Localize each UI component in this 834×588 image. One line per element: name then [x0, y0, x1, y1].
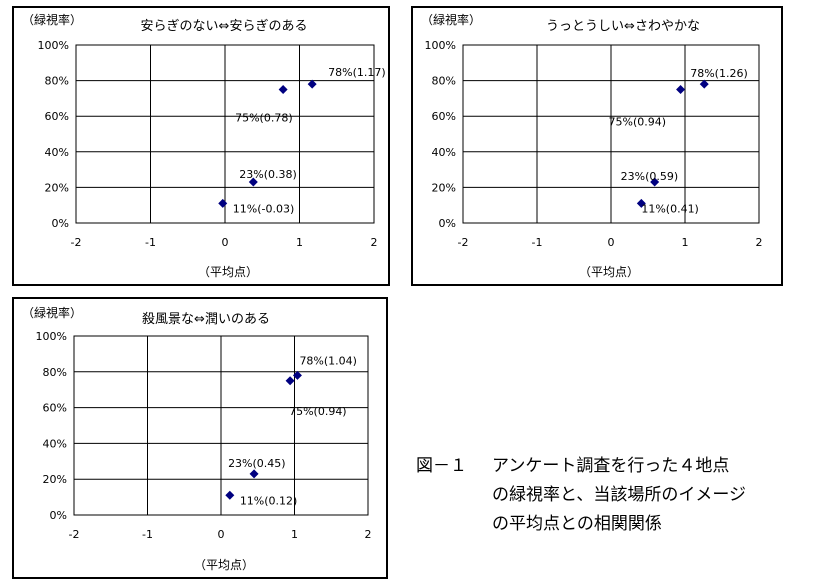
data-point-marker	[292, 370, 302, 380]
y-tick-label: 60%	[45, 110, 69, 123]
y-tick-label: 100%	[425, 39, 456, 52]
x-tick-label: -1	[145, 236, 156, 249]
y-tick-label: 80%	[45, 75, 69, 88]
y-tick-label: 0%	[52, 217, 69, 230]
data-label: 75%(0.94)	[609, 116, 667, 129]
y-tick-label: 0%	[439, 217, 456, 230]
scatter-chart-3: 殺風景な⇔潤いのある（緑視率）（平均点）-2 -1 0 1 20%20%40%60%80…	[22, 305, 372, 572]
chart-title: 安らぎのない⇔安らぎのある	[141, 19, 308, 34]
data-point-marker	[248, 177, 258, 187]
y-tick-label: 40%	[43, 437, 67, 450]
y-axis-label: （緑視率）	[421, 12, 481, 27]
y-tick-label: 100%	[36, 330, 67, 343]
data-label: 75%(0.78)	[235, 112, 293, 125]
caption-line-1: アンケート調査を行った４地点	[492, 456, 730, 476]
caption-line-3: の平均点との相関関係	[492, 514, 662, 534]
y-axis-label: （緑視率）	[22, 305, 82, 320]
x-axis-label: （平均点）	[579, 265, 639, 279]
chart-panel-1: 安らぎのない⇔安らぎのある （緑視率） （平均点） -2 -1 0 1 2 0% 20% 40% 60…	[12, 6, 390, 286]
data-label: 78%(1.04)	[299, 354, 357, 367]
y-tick-label: 40%	[432, 146, 456, 159]
gridlines	[74, 336, 368, 515]
data-label: 11%(0.12)	[240, 494, 298, 507]
x-tick-label: 2	[371, 236, 378, 249]
x-tick-label: 1	[296, 236, 303, 249]
x-tick-label: 1	[291, 528, 298, 541]
y-tick-label: 40%	[45, 146, 69, 159]
caption-line-2: の緑視率と、当該場所のイメージ	[492, 485, 746, 505]
data-label: 78%(1.17)	[328, 66, 386, 79]
x-tick-label: -1	[532, 236, 543, 249]
data-point-marker	[636, 198, 646, 208]
y-tick-label: 100%	[38, 39, 69, 52]
chart-panel-2: うっとうしい⇔さわやかな （緑視率） （平均点） -2 -1 0 1 2 0% 20% 40% 60%…	[411, 6, 783, 286]
x-tick-label: 0	[222, 236, 229, 249]
y-axis-label: （緑視率）	[22, 12, 82, 27]
x-tick-label: -2	[71, 236, 82, 249]
chart-title: うっとうしい⇔さわやかな	[546, 19, 700, 34]
x-tick-label: -2	[69, 528, 80, 541]
y-tick-label: 20%	[43, 473, 67, 486]
data-label: 23%(0.45)	[228, 457, 286, 470]
y-tick-label: 20%	[45, 181, 69, 194]
y-tick-label: 60%	[43, 402, 67, 415]
data-point-marker	[307, 79, 317, 89]
data-label: 75%(0.94)	[289, 405, 347, 418]
y-tick-label: 20%	[432, 181, 456, 194]
x-tick-label: 2	[365, 528, 372, 541]
x-tick-label: -1	[142, 528, 153, 541]
x-tick-label: -2	[458, 236, 469, 249]
data-point-marker	[218, 198, 228, 208]
chart-panel-3: 殺風景な⇔潤いのある （緑視率） （平均点） -2 -1 0 1 2 0% 20% 40% 60% 80…	[12, 297, 388, 579]
scatter-chart-1: 安らぎのない⇔安らぎのある（緑視率）（平均点）-2 -1 0 1 20%20%40%60…	[22, 12, 386, 279]
data-point-marker	[285, 376, 295, 386]
x-tick-label: 0	[218, 528, 225, 541]
chart-title: 殺風景な⇔潤いのある	[142, 312, 270, 327]
x-tick-label: 1	[682, 236, 689, 249]
data-label: 11%(-0.03)	[233, 202, 295, 215]
figure-label: 図－１	[416, 456, 467, 476]
scatter-chart-2: うっとうしい⇔さわやかな（緑視率）（平均点）-2 -1 0 1 20%20%40%60%…	[421, 12, 763, 279]
x-tick-label: 2	[756, 236, 763, 249]
gridlines	[463, 45, 759, 223]
x-axis-label: （平均点）	[194, 558, 254, 572]
data-point-marker	[249, 469, 259, 479]
x-tick-label: 0	[608, 236, 615, 249]
data-label: 11%(0.41)	[641, 202, 699, 215]
x-axis-label: （平均点）	[198, 265, 258, 279]
y-tick-label: 80%	[43, 366, 67, 379]
data-point-marker	[225, 490, 235, 500]
data-label: 78%(1.26)	[690, 67, 748, 80]
y-tick-label: 60%	[432, 110, 456, 123]
y-tick-label: 80%	[432, 75, 456, 88]
data-point-marker	[676, 85, 686, 94]
data-point-marker	[650, 177, 660, 187]
data-label: 23%(0.59)	[621, 170, 679, 183]
data-point-marker	[278, 85, 288, 94]
data-point-marker	[699, 79, 709, 89]
figure-caption: 図－１ アンケート調査を行った４地点 の緑視率と、当該場所のイメージ の平均点との…	[416, 452, 826, 539]
gridlines	[76, 45, 374, 223]
y-tick-label: 0%	[50, 509, 67, 522]
data-label: 23%(0.38)	[239, 168, 297, 181]
